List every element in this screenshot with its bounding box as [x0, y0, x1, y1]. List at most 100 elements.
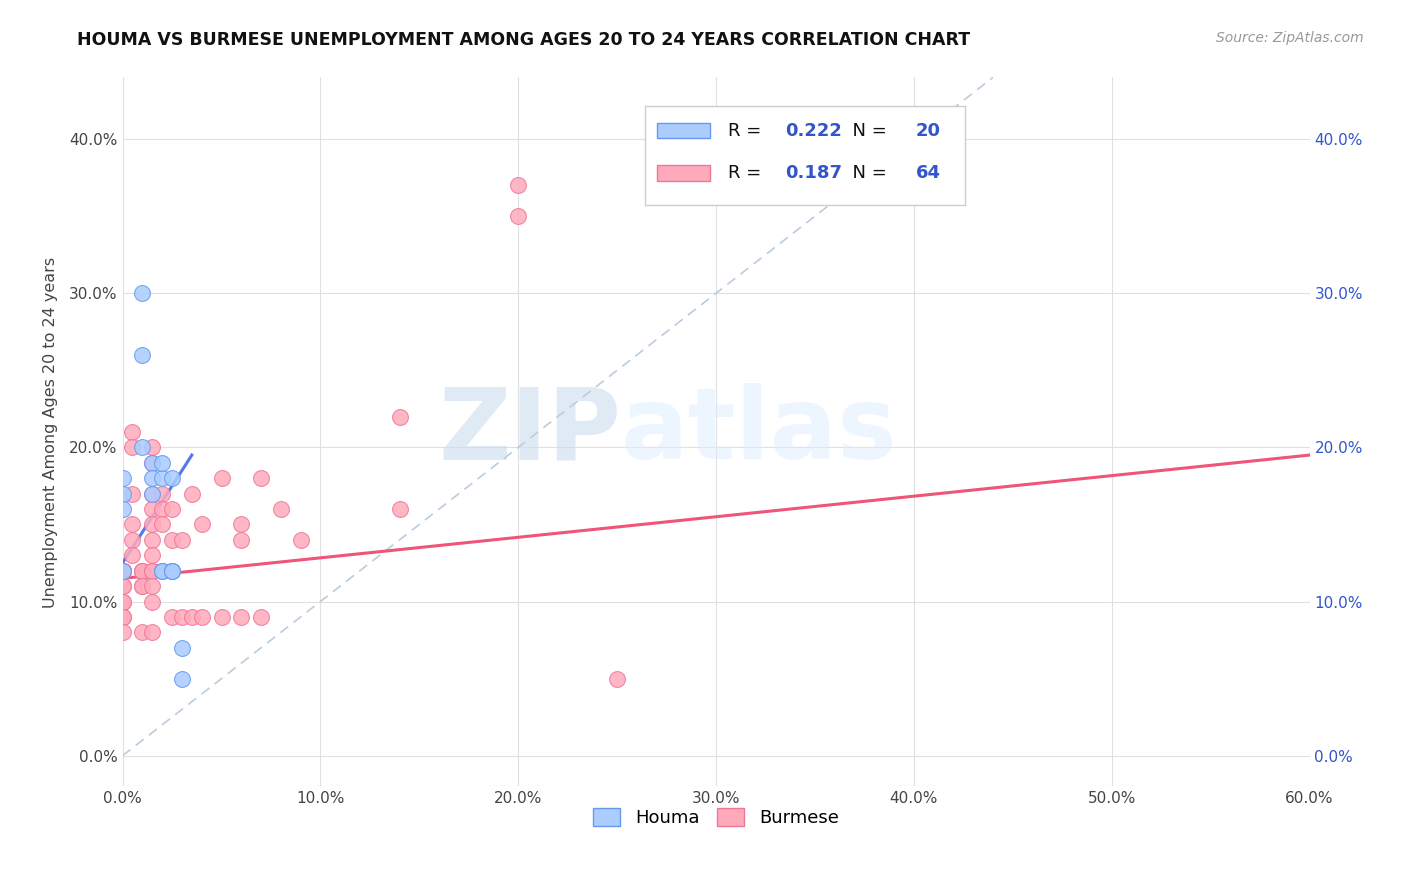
Point	[231, 517, 253, 532]
Point	[141, 486, 163, 500]
Text: HOUMA VS BURMESE UNEMPLOYMENT AMONG AGES 20 TO 24 YEARS CORRELATION CHART: HOUMA VS BURMESE UNEMPLOYMENT AMONG AGES…	[77, 31, 970, 49]
Point	[111, 502, 134, 516]
Point	[141, 549, 163, 563]
Text: Source: ZipAtlas.com: Source: ZipAtlas.com	[1216, 31, 1364, 45]
Point	[111, 610, 134, 624]
Point	[141, 441, 163, 455]
Text: 64: 64	[915, 164, 941, 182]
FancyBboxPatch shape	[645, 106, 966, 205]
Point	[111, 625, 134, 640]
Point	[170, 672, 193, 686]
Point	[131, 441, 153, 455]
Point	[170, 640, 193, 655]
Point	[111, 486, 134, 500]
Point	[250, 471, 273, 485]
Point	[111, 564, 134, 578]
Point	[121, 549, 143, 563]
Point	[131, 348, 153, 362]
Point	[111, 564, 134, 578]
Point	[111, 594, 134, 608]
Point	[131, 564, 153, 578]
Point	[141, 471, 163, 485]
Point	[606, 672, 628, 686]
Point	[150, 517, 173, 532]
Point	[141, 533, 163, 547]
Point	[111, 564, 134, 578]
Point	[131, 286, 153, 301]
Point	[231, 533, 253, 547]
Point	[131, 579, 153, 593]
Point	[160, 533, 183, 547]
Y-axis label: Unemployment Among Ages 20 to 24 years: Unemployment Among Ages 20 to 24 years	[44, 256, 58, 607]
Point	[150, 502, 173, 516]
Point	[270, 502, 292, 516]
Point	[180, 610, 202, 624]
Text: R =: R =	[728, 164, 766, 182]
Point	[141, 564, 163, 578]
Point	[190, 610, 212, 624]
Point	[160, 502, 183, 516]
Point	[131, 564, 153, 578]
Point	[111, 579, 134, 593]
Text: N =: N =	[841, 164, 893, 182]
Point	[141, 456, 163, 470]
Point	[141, 594, 163, 608]
Point	[231, 610, 253, 624]
Point	[150, 564, 173, 578]
Text: 0.222: 0.222	[785, 121, 842, 140]
Point	[190, 517, 212, 532]
Point	[141, 486, 163, 500]
Bar	[657, 165, 710, 181]
Point	[141, 564, 163, 578]
Point	[141, 625, 163, 640]
Point	[150, 564, 173, 578]
Point	[111, 579, 134, 593]
Point	[121, 425, 143, 439]
Text: 20: 20	[915, 121, 941, 140]
Point	[141, 502, 163, 516]
Point	[111, 564, 134, 578]
Point	[160, 564, 183, 578]
Point	[111, 564, 134, 578]
Point	[141, 456, 163, 470]
Point	[150, 471, 173, 485]
Point	[160, 610, 183, 624]
Text: R =: R =	[728, 121, 766, 140]
Point	[211, 610, 233, 624]
Point	[211, 471, 233, 485]
Point	[121, 441, 143, 455]
Point	[250, 610, 273, 624]
Point	[131, 625, 153, 640]
Point	[111, 610, 134, 624]
Bar	[657, 123, 710, 138]
Point	[170, 610, 193, 624]
Point	[388, 409, 411, 424]
Point	[508, 178, 530, 193]
Point	[131, 564, 153, 578]
Point	[160, 564, 183, 578]
Point	[141, 579, 163, 593]
Legend: Houma, Burmese: Houma, Burmese	[586, 800, 846, 834]
Point	[388, 502, 411, 516]
Point	[131, 579, 153, 593]
Point	[111, 564, 134, 578]
Point	[160, 564, 183, 578]
Point	[150, 564, 173, 578]
Point	[141, 517, 163, 532]
Point	[508, 209, 530, 223]
Point	[180, 486, 202, 500]
Point	[160, 564, 183, 578]
Text: N =: N =	[841, 121, 893, 140]
Text: atlas: atlas	[621, 384, 897, 481]
Point	[121, 533, 143, 547]
Point	[111, 471, 134, 485]
Point	[160, 471, 183, 485]
Point	[121, 517, 143, 532]
Point	[121, 486, 143, 500]
Point	[150, 486, 173, 500]
Point	[290, 533, 312, 547]
Text: 0.187: 0.187	[785, 164, 842, 182]
Point	[150, 456, 173, 470]
Text: ZIP: ZIP	[439, 384, 621, 481]
Point	[170, 533, 193, 547]
